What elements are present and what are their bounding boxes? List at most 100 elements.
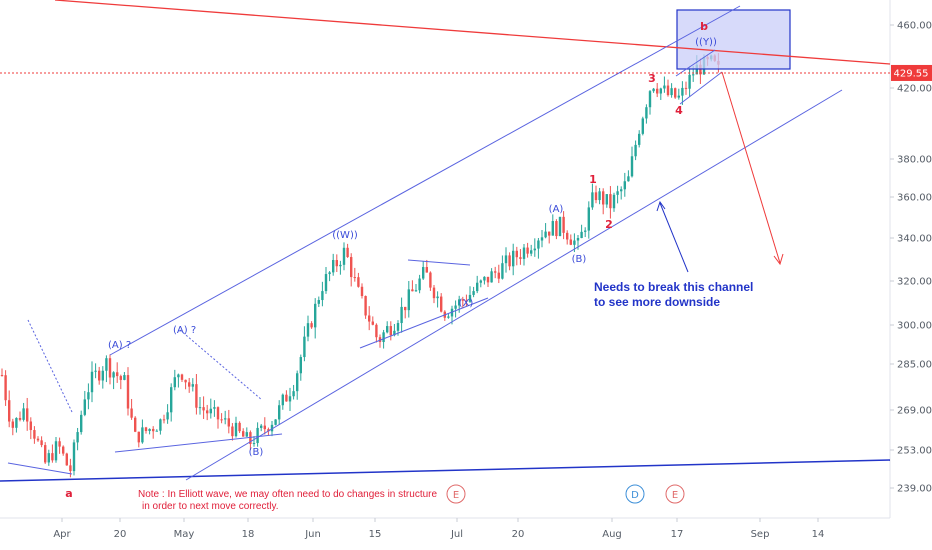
candle-body bbox=[321, 291, 324, 301]
candle-body bbox=[533, 248, 536, 251]
candle-body bbox=[486, 276, 490, 283]
candle-body bbox=[173, 377, 176, 388]
candle-body bbox=[350, 257, 353, 278]
event-marker-earnings-1[interactable]: E bbox=[446, 484, 466, 504]
support-trendline bbox=[0, 459, 891, 482]
candle-body bbox=[252, 443, 256, 445]
y-tick-label: 320.00 bbox=[897, 277, 932, 288]
candle-body bbox=[461, 299, 464, 301]
candle-body bbox=[209, 408, 212, 414]
x-tick-label: Sep bbox=[751, 529, 770, 540]
x-tick-label: 20 bbox=[114, 529, 127, 540]
candle-body bbox=[404, 306, 407, 311]
candle-body bbox=[490, 271, 493, 283]
candle-body bbox=[620, 189, 623, 192]
candle-body bbox=[159, 419, 162, 431]
candle-body bbox=[375, 324, 378, 338]
candle-body bbox=[522, 247, 526, 259]
triangle-upper-line bbox=[407, 259, 471, 266]
candle-body bbox=[551, 221, 554, 236]
x-tick-label: Jun bbox=[304, 529, 321, 540]
candle-body bbox=[519, 257, 522, 259]
x-tick-label: 14 bbox=[812, 529, 825, 540]
candle-body bbox=[587, 207, 590, 231]
candle-body bbox=[479, 280, 482, 283]
candle-body bbox=[656, 88, 659, 94]
candle-body bbox=[328, 272, 331, 275]
candle-body bbox=[278, 405, 281, 420]
x-tick-label: 20 bbox=[512, 529, 525, 540]
candle-body bbox=[666, 85, 670, 96]
candle-body bbox=[494, 271, 497, 273]
candle-body bbox=[684, 87, 688, 89]
candle-body bbox=[65, 453, 68, 466]
candle-body bbox=[76, 432, 79, 443]
candle-body bbox=[72, 442, 76, 472]
time-axis[interactable]: Apr 20 May 18 Jun 15 Jul 20 Aug 17 Sep 14 bbox=[53, 518, 824, 540]
event-marker-dividend[interactable]: D bbox=[625, 484, 645, 504]
candle-body bbox=[80, 414, 83, 433]
candle-body bbox=[472, 291, 475, 295]
candle-body bbox=[188, 382, 191, 387]
candle-body bbox=[386, 326, 389, 333]
ending-wedge-lower bbox=[679, 71, 723, 105]
candle-body bbox=[346, 247, 349, 258]
candle-body bbox=[245, 432, 248, 437]
candle-body bbox=[681, 87, 684, 96]
x-tick-label: 15 bbox=[369, 529, 382, 540]
candle-body bbox=[162, 419, 166, 421]
candle-body bbox=[652, 88, 655, 92]
candle-body bbox=[126, 375, 130, 409]
wave-label-y: ((Y)) bbox=[695, 37, 717, 48]
wave-label-3: 3 bbox=[648, 72, 656, 85]
candle-body bbox=[609, 194, 612, 209]
candle-body bbox=[8, 400, 11, 422]
annotation-line-2: to see more downside bbox=[594, 295, 720, 309]
wave-b-base-line bbox=[114, 433, 283, 453]
projection-arrow-head bbox=[773, 253, 784, 266]
wave-a-decline-line bbox=[27, 319, 73, 413]
candle-body bbox=[324, 274, 328, 292]
last-price-tag: 429.55 bbox=[891, 64, 932, 81]
candle-body bbox=[659, 88, 662, 94]
candle-body bbox=[368, 315, 371, 322]
candle-body bbox=[58, 441, 61, 447]
candle-body bbox=[584, 230, 587, 232]
candle-body bbox=[612, 194, 616, 209]
wave-label-a-question-2: (A) ? bbox=[173, 325, 196, 336]
candle-body bbox=[526, 247, 529, 254]
candle-body bbox=[389, 326, 392, 336]
candle-body bbox=[292, 391, 295, 397]
svg-text:429.55: 429.55 bbox=[894, 68, 929, 79]
y-tick-label: 420.00 bbox=[897, 84, 932, 95]
candle-body bbox=[674, 88, 677, 98]
candle-body bbox=[576, 238, 580, 241]
event-marker-earnings-2[interactable]: E bbox=[665, 484, 685, 504]
candle-body bbox=[87, 392, 90, 400]
candle-body bbox=[566, 232, 569, 240]
candle-body bbox=[648, 91, 652, 108]
candle-body bbox=[94, 370, 97, 372]
candle-body bbox=[371, 321, 374, 325]
candle-body bbox=[562, 216, 565, 233]
candle-body bbox=[281, 394, 284, 406]
candle-body bbox=[454, 305, 457, 309]
price-axis[interactable]: 460.00 420.00 380.00 360.00 340.00 320.00 300.… bbox=[890, 21, 932, 495]
candle-body bbox=[670, 88, 673, 96]
candle-body bbox=[634, 144, 637, 157]
candle-body bbox=[436, 296, 439, 299]
candle-body bbox=[26, 408, 29, 422]
candle-body bbox=[141, 427, 144, 443]
candle-body bbox=[422, 267, 425, 279]
candle-body bbox=[238, 422, 241, 432]
candle-body bbox=[224, 418, 227, 420]
y-tick-label: 253.00 bbox=[897, 446, 932, 457]
candle-body bbox=[47, 453, 50, 463]
candle-body bbox=[317, 300, 320, 304]
candle-body bbox=[332, 260, 335, 273]
wave-label-1: 1 bbox=[589, 173, 597, 186]
candle-body bbox=[119, 376, 122, 380]
candle-body bbox=[213, 407, 216, 409]
wave-b-decline-line bbox=[179, 329, 263, 401]
